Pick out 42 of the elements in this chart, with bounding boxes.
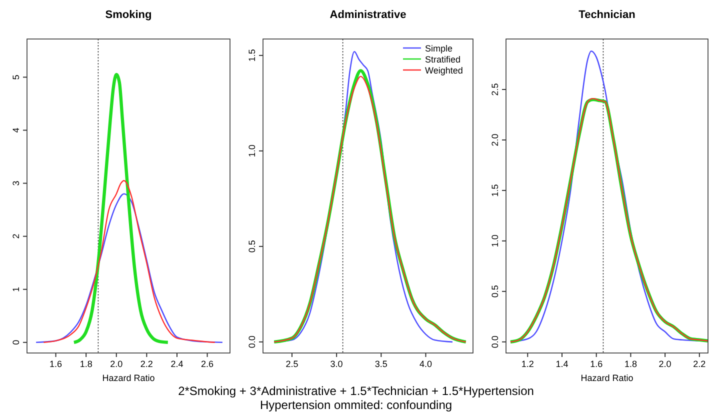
legend-label: Simple [425,44,453,54]
x-tick-label: 2.2 [140,359,153,369]
y-tick-label: 0.5 [247,240,257,253]
legend-label: Weighted [425,66,463,76]
x-tick-label: 4.0 [419,359,432,369]
x-tick-label: 2.0 [110,359,123,369]
x-tick-label: 2.2 [693,359,706,369]
legend-label: Stratified [425,54,461,64]
x-tick-label: 1.8 [624,359,637,369]
y-tick-label: 4 [11,128,21,133]
x-tick-label: 1.2 [521,359,534,369]
x-tick-label: 2.5 [286,359,298,369]
x-tick-label: 3.5 [374,359,388,369]
y-tick-label: 2 [11,234,21,239]
x-tick-label: 2.4 [170,359,184,369]
chart-title: Smoking [105,9,152,21]
x-tick-label: 3.0 [330,359,343,369]
y-tick-label: 2.0 [490,134,500,146]
x-tick-label: 1.6 [590,359,603,369]
y-tick-label: 1.0 [490,234,500,248]
y-tick-label: 1.0 [247,144,257,158]
y-tick-label: 1.5 [490,184,500,197]
x-axis-title: Hazard Ratio [102,373,155,383]
y-tick-label: 0.0 [490,336,500,348]
x-tick-label: 2.6 [201,359,214,369]
y-tick-label: 3 [11,180,21,186]
x-tick-label: 1.6 [50,359,62,369]
x-tick-label: 1.4 [556,359,568,369]
text: 2*Smoking + 3*Administrative + 1.5*Technician + 1.5*Hypertension [178,384,534,398]
y-tick-label: 5 [11,74,21,80]
y-tick-label: 0.0 [247,336,257,348]
chart-title: Technician [578,9,636,21]
y-tick-label: 0 [11,340,21,345]
y-tick-label: 2.5 [490,83,500,96]
y-tick-label: 1 [11,286,21,292]
y-tick-label: 1.5 [247,49,257,62]
chart-title: Administrative [330,9,406,21]
text: Hypertension ommited: confounding [260,398,452,412]
x-axis-title: Hazard Ratio [580,373,634,383]
x-tick-label: 1.8 [80,359,92,369]
x-tick-label: 2.0 [658,359,672,369]
y-tick-label: 0.5 [490,285,500,298]
